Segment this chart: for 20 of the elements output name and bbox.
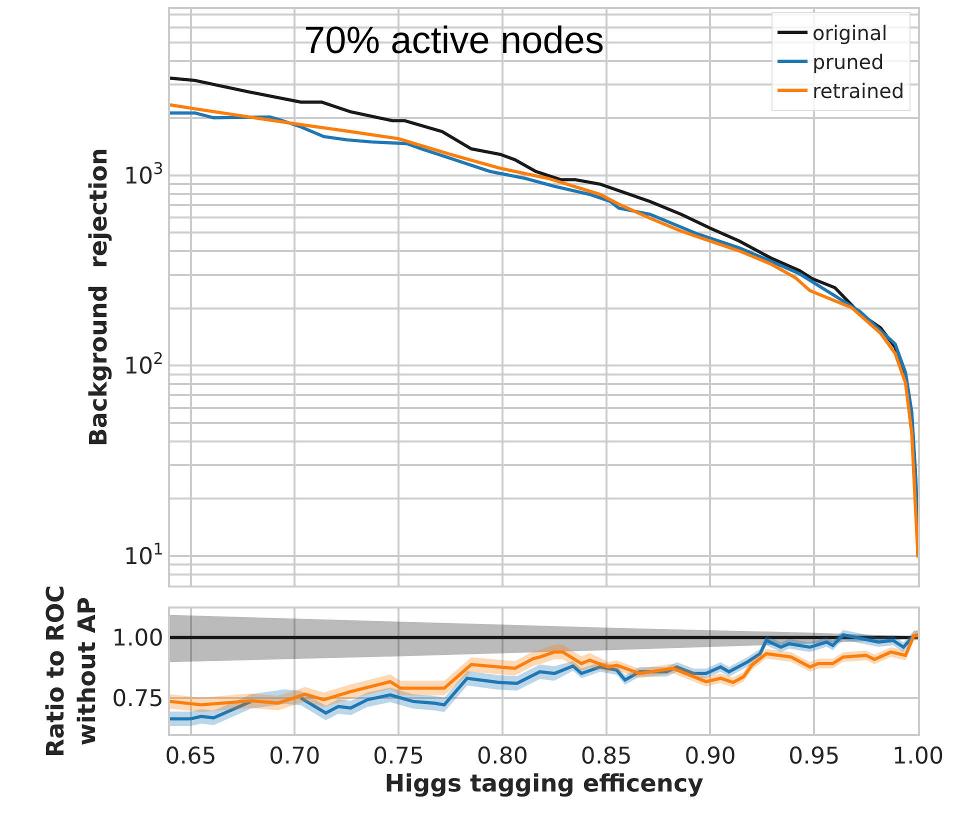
legend-label: retrained: [812, 79, 904, 104]
y-tick-label: 0.75: [112, 686, 164, 712]
x-tick-label: 0.90: [684, 744, 736, 770]
x-axis-title: Higgs tagging efficency: [384, 770, 704, 798]
x-tick-label: 0.75: [372, 744, 424, 770]
y-tick-label: 10$^{1}$: [124, 539, 164, 570]
legend-label: original: [812, 21, 888, 46]
legend-label: pruned: [812, 50, 884, 74]
y-tick-label: 10$^{3}$: [124, 158, 164, 190]
y-tick-label: 1.00: [112, 626, 164, 652]
y-tick-label: 10$^{2}$: [124, 349, 164, 380]
x-tick-label: 0.85: [580, 744, 632, 770]
y-axis-title: Ratio to ROC without AP: [42, 585, 101, 758]
x-tick-label: 0.95: [788, 744, 840, 770]
x-tick-label: 1.00: [892, 744, 944, 770]
x-tick-label: 0.80: [476, 744, 528, 770]
x-tick-label: 0.70: [269, 744, 320, 770]
chart-title: 70% active nodes: [304, 20, 604, 62]
x-tick-label: 0.65: [165, 744, 216, 770]
y-axis-title: Background rejection: [84, 148, 112, 446]
